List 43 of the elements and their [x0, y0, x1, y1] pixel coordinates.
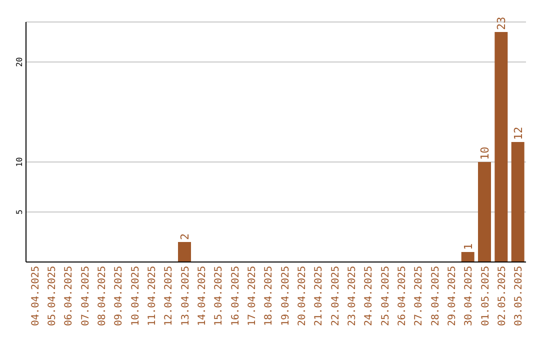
x-tick-label: 02.05.2025: [497, 266, 508, 326]
x-tick-label: 05.04.2025: [47, 266, 58, 326]
x-tick-label: 01.05.2025: [480, 266, 492, 326]
data-label: 10: [478, 146, 492, 160]
x-tick-label: 29.04.2025: [447, 266, 458, 326]
bar: [461, 252, 474, 262]
x-tick-label: 10.04.2025: [130, 266, 142, 326]
x-tick-label: 22.04.2025: [330, 266, 342, 326]
x-tick-label: 16.04.2025: [230, 266, 242, 326]
data-label: 23: [495, 16, 508, 30]
x-tick-label: 20.04.2025: [297, 266, 308, 326]
bar: [478, 162, 491, 262]
y-tick-label: 20: [15, 57, 24, 67]
x-tick-label: 14.04.2025: [197, 266, 208, 326]
x-tick-label: 11.04.2025: [147, 266, 158, 326]
x-tick-label: 03.05.2025: [514, 266, 525, 326]
x-tick-label: 15.04.2025: [214, 266, 225, 326]
x-tick-label: 18.04.2025: [264, 266, 275, 326]
bar: [178, 242, 191, 262]
data-label: 12: [512, 126, 525, 140]
x-tick-label: 24.04.2025: [364, 266, 375, 326]
x-tick-label: 28.04.2025: [430, 266, 442, 326]
x-tick-label: 08.04.2025: [97, 266, 108, 326]
x-tick-label: 27.04.2025: [414, 266, 425, 326]
data-label: 1: [462, 243, 475, 250]
x-tick-label: 12.04.2025: [164, 266, 175, 326]
x-tick-label: 21.04.2025: [314, 266, 325, 326]
y-tick-label: 10: [15, 157, 24, 167]
x-tick-label: 06.04.2025: [64, 266, 75, 326]
bar: [511, 142, 524, 262]
y-tick-label: 5: [15, 209, 24, 214]
x-tick-label: 13.04.2025: [180, 266, 192, 326]
x-tick-label: 04.04.2025: [30, 266, 42, 326]
x-tick-label: 17.04.2025: [247, 266, 258, 326]
x-tick-label: 26.04.2025: [397, 266, 408, 326]
x-tick-label: 23.04.2025: [347, 266, 358, 326]
x-tick-label: 19.04.2025: [280, 266, 292, 326]
data-label: 2: [178, 233, 192, 240]
x-tick-label: 25.04.2025: [380, 266, 392, 326]
bar: [494, 32, 508, 262]
x-tick-label: 09.04.2025: [114, 266, 125, 326]
x-tick-label: 07.04.2025: [80, 266, 92, 326]
x-tick-label: 30.04.2025: [464, 266, 475, 326]
